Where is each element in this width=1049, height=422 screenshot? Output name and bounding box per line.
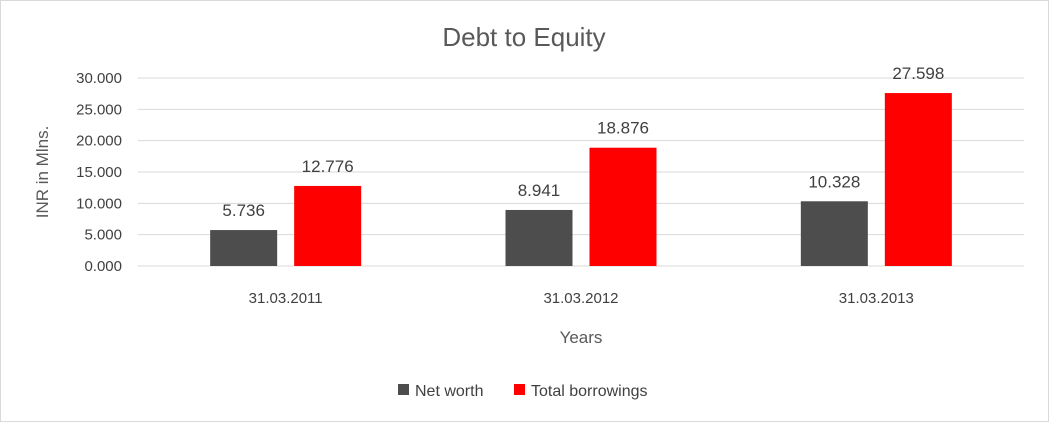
x-axis-title: Years <box>560 328 603 347</box>
x-axis-ticks: 31.03.2011 31.03.2012 31.03.2013 <box>249 290 914 307</box>
y-axis-ticks: 0.000 5.000 10.000 15.000 20.000 25.000 30.000 <box>76 70 122 275</box>
y-tick-label: 15.000 <box>76 164 122 181</box>
y-tick-label: 30.000 <box>76 70 122 87</box>
x-tick-label: 31.03.2011 <box>249 290 323 307</box>
legend-swatch <box>514 384 525 395</box>
legend: Net worth Total borrowings <box>398 383 648 400</box>
bar <box>210 230 278 266</box>
x-tick-label: 31.03.2012 <box>543 290 618 307</box>
bar <box>589 147 657 266</box>
data-label: 5.736 <box>222 201 265 220</box>
bar <box>800 201 868 266</box>
bar <box>884 93 952 266</box>
bar <box>294 185 362 266</box>
data-label: 10.328 <box>808 172 860 191</box>
bar <box>505 209 573 266</box>
legend-swatch <box>398 384 409 395</box>
legend-label: Net worth <box>415 383 483 400</box>
data-label: 8.941 <box>518 181 561 200</box>
chart-title: Debt to Equity <box>442 22 605 52</box>
data-label: 12.776 <box>302 157 354 176</box>
y-axis-title: INR in Mlns. <box>33 126 52 219</box>
legend-label: Total borrowings <box>531 383 648 400</box>
data-labels: 5.736 12.776 8.941 18.876 10.328 27.598 <box>222 64 944 220</box>
y-tick-label: 25.000 <box>76 101 122 118</box>
y-tick-label: 20.000 <box>76 133 122 150</box>
y-tick-label: 5.000 <box>84 227 122 244</box>
y-tick-label: 0.000 <box>84 258 122 275</box>
gridlines <box>138 77 1024 267</box>
bars <box>210 93 952 266</box>
y-tick-label: 10.000 <box>76 195 122 212</box>
data-label: 18.876 <box>597 119 649 138</box>
x-tick-label: 31.03.2013 <box>839 290 914 307</box>
data-label: 27.598 <box>892 64 944 83</box>
